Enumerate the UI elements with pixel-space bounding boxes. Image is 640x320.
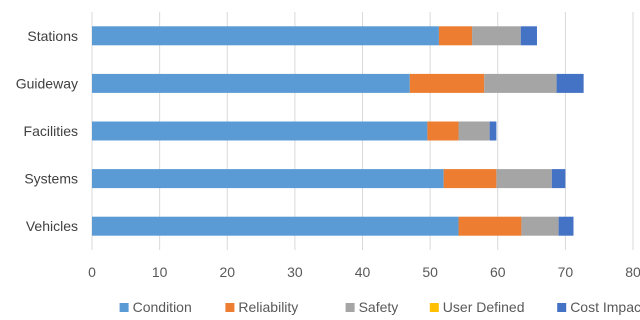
bar-stations-safety [472,26,521,46]
bar-systems-cost-impact [551,169,566,189]
legend-label: Reliability [238,299,298,315]
bar-facilities-safety [458,121,490,141]
bar-guideway-reliability [409,73,485,93]
x-tick-label: 70 [558,264,574,280]
x-tick-label: 0 [88,264,96,280]
bar-guideway-safety [484,73,557,93]
x-tick-label: 40 [355,264,371,280]
category-label: Facilities [24,123,78,139]
bar-guideway-condition [92,73,410,93]
bar-stations-cost-impact [520,26,537,46]
legend-label: Condition [133,299,192,315]
category-label: Guideway [16,75,78,91]
legend-swatch-user-defined [429,303,439,312]
legend-swatch-condition [119,303,129,312]
bar-facilities-cost-impact [489,121,497,141]
legend-swatch-safety [345,303,355,312]
category-labels: Stations Guideway Facilities Systems Vehicle… [16,28,78,234]
bar-guideway-cost-impact [556,73,584,93]
x-tick-label: 80 [625,264,640,280]
category-label: Stations [27,28,78,44]
x-tick-label: 60 [490,264,506,280]
legend-swatch-reliability [225,303,235,312]
bars [92,26,584,236]
bar-systems-condition [92,169,444,189]
bar-vehicles-reliability [458,216,522,236]
legend: Condition Reliability Safety User Defined Co… [119,299,640,315]
bar-facilities-reliability [427,121,459,141]
x-tick-label: 50 [422,264,438,280]
legend-label: Safety [359,299,399,315]
bar-vehicles-cost-impact [558,216,574,236]
x-tick-label: 20 [219,264,235,280]
bar-vehicles-condition [92,216,459,236]
category-label: Systems [24,171,78,187]
bar-stations-condition [92,26,439,46]
bar-vehicles-safety [521,216,559,236]
bar-systems-reliability [443,169,497,189]
bar-facilities-condition [92,121,428,141]
x-tick-labels: 0 10 20 30 40 50 60 70 80 [88,264,640,280]
bar-stations-reliability [438,26,473,46]
legend-swatch-cost-impact [557,303,567,312]
x-tick-label: 10 [152,264,168,280]
category-label: Vehicles [26,218,78,234]
bar-systems-safety [496,169,552,189]
legend-label: Cost Impact [570,299,640,315]
x-tick-label: 30 [287,264,303,280]
legend-label: User Defined [443,299,525,315]
